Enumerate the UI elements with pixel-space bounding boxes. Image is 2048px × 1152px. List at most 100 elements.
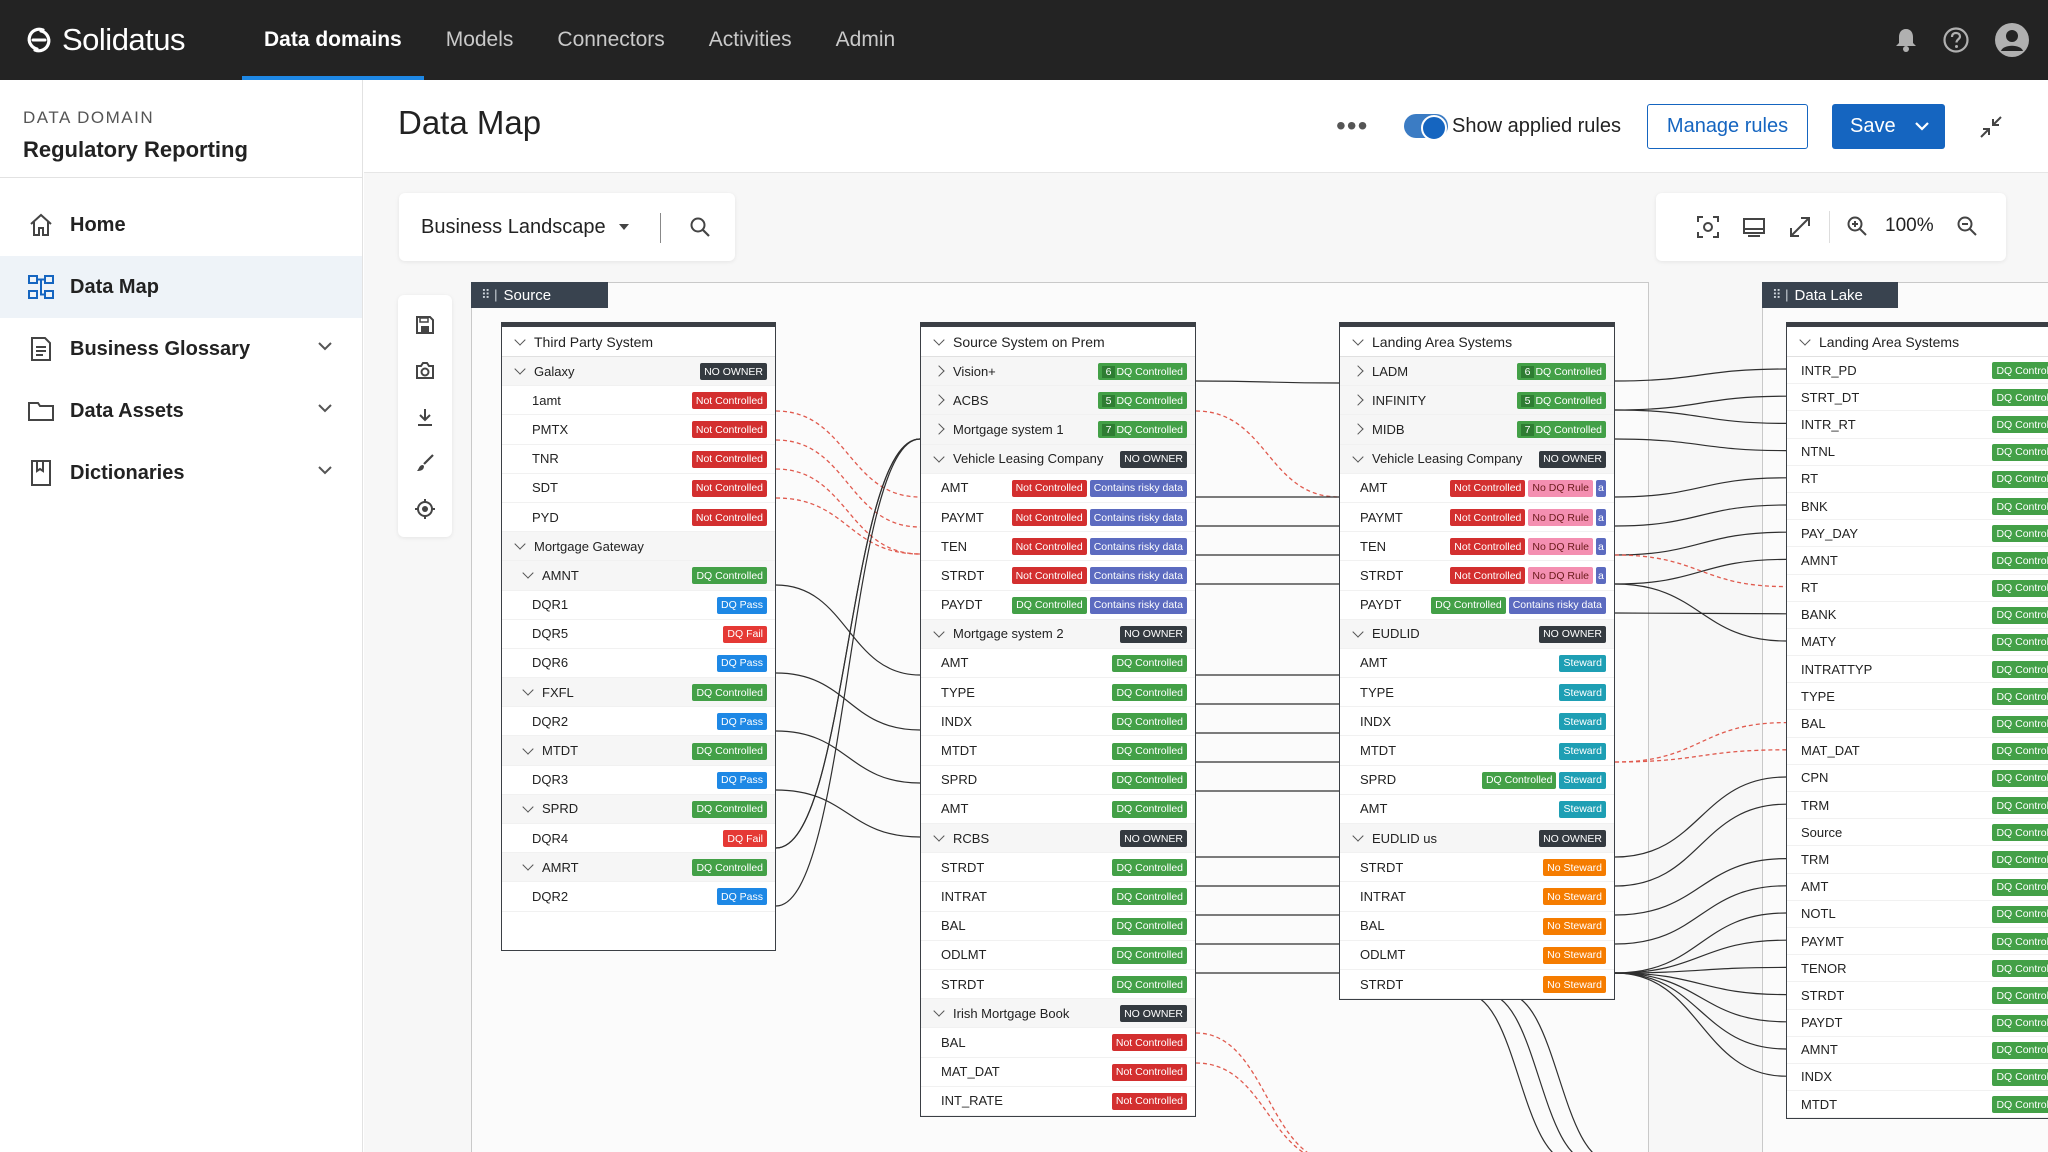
chevron-down-icon[interactable]: [933, 450, 945, 463]
chevron-down-icon[interactable]: [1913, 117, 1931, 135]
field-row[interactable]: BAL DQ Controlled: [921, 912, 1195, 941]
status-badge[interactable]: DQ Controlled: [1992, 824, 2048, 842]
field-row[interactable]: PYD Not Controlled: [502, 503, 775, 533]
status-badge[interactable]: DQ Controlled: [1112, 771, 1187, 789]
field-row[interactable]: INTRAT No Steward: [1340, 882, 1614, 912]
system-title[interactable]: Source System on Prem: [921, 327, 1195, 357]
status-badge[interactable]: DQ Controlled: [1992, 1014, 2048, 1032]
status-badge[interactable]: Not Controlled: [1011, 479, 1087, 497]
field-row[interactable]: SPRD DQ Controlled: [921, 766, 1195, 795]
status-badge[interactable]: Not Controlled: [1011, 538, 1087, 556]
status-badge[interactable]: DQ Controlled: [1992, 416, 2048, 434]
field-row[interactable]: AMT DQ Controlled: [921, 649, 1195, 679]
chevron-right-icon[interactable]: [1352, 394, 1364, 406]
status-badge[interactable]: DQ Controlled: [1992, 933, 2048, 951]
search-icon[interactable]: [689, 216, 711, 238]
chevron-right-icon[interactable]: [933, 365, 945, 377]
field-row[interactable]: DQR1 DQ Pass: [502, 591, 775, 620]
status-badge[interactable]: DQ Controlled: [1992, 443, 2048, 461]
nav-models[interactable]: Models: [445, 28, 514, 51]
sidebar-item-data-map[interactable]: Data Map: [0, 256, 362, 318]
nav-connectors[interactable]: Connectors: [557, 28, 665, 51]
drag-handle-icon[interactable]: ⠿ |: [481, 287, 498, 302]
chevron-down-icon[interactable]: [1352, 333, 1364, 346]
status-badge[interactable]: DQ Controlled: [692, 742, 767, 760]
field-row[interactable]: STRDT DQ Controlled: [921, 853, 1195, 883]
status-badge[interactable]: Contains risky data: [1089, 479, 1187, 497]
status-badge[interactable]: 6 DQ Controlled: [1097, 363, 1187, 381]
status-badge[interactable]: Contains risky data: [1089, 567, 1187, 585]
chevron-down-icon[interactable]: [1352, 830, 1364, 842]
field-row[interactable]: TRM DQ Controlled: [1787, 846, 2048, 874]
status-badge[interactable]: DQ Controlled: [1992, 633, 2048, 651]
status-badge[interactable]: DQ Controlled: [1112, 713, 1187, 731]
chevron-down-icon[interactable]: [514, 363, 526, 375]
lake-group-tag[interactable]: ⠿ | Data Lake: [1762, 282, 1898, 308]
sidebar-item-business-glossary[interactable]: Business Glossary: [0, 318, 362, 380]
show-rules-toggle[interactable]: [1404, 114, 1448, 141]
status-badge[interactable]: DQ Controlled: [1992, 797, 2048, 815]
app-logo[interactable]: Solidatus: [24, 22, 220, 58]
chevron-down-icon[interactable]: [514, 538, 526, 550]
sidebar-item-home[interactable]: Home: [0, 194, 362, 256]
chevron-right-icon[interactable]: [1352, 365, 1364, 377]
chevron-down-icon[interactable]: [933, 626, 945, 638]
group-row[interactable]: EUDLID NO OWNER: [1340, 619, 1614, 649]
status-badge[interactable]: DQ Controlled: [1112, 654, 1187, 672]
status-badge[interactable]: 5 DQ Controlled: [1097, 392, 1187, 410]
status-badge[interactable]: a: [1596, 479, 1606, 497]
help-icon[interactable]: [1942, 26, 1970, 54]
brush-icon[interactable]: [415, 453, 435, 473]
bell-icon[interactable]: [1894, 27, 1918, 53]
system-title[interactable]: Third Party System: [502, 327, 775, 357]
sidebar-item-data-assets[interactable]: Data Assets: [0, 380, 362, 442]
chevron-down-icon[interactable]: [522, 567, 534, 580]
field-row[interactable]: MAT_DAT Not Controlled: [921, 1058, 1195, 1087]
status-badge[interactable]: NO OWNER: [1539, 450, 1606, 468]
field-row[interactable]: DQR4 DQ Fail: [502, 824, 775, 854]
status-badge[interactable]: DQ Controlled: [1112, 684, 1187, 702]
status-badge[interactable]: DQ Controlled: [1992, 362, 2048, 380]
status-badge[interactable]: No Steward: [1543, 917, 1606, 935]
zoom-out-icon[interactable]: [1956, 215, 1978, 237]
field-row[interactable]: BAL DQ Controlled: [1787, 710, 2048, 738]
system-title[interactable]: Landing Area Systems: [1787, 327, 2048, 357]
system-lake[interactable]: Landing Area Systems INTR_PD DQ Controlled…: [1786, 322, 2048, 1120]
group-row[interactable]: AMNT DQ Controlled: [502, 561, 775, 591]
chevron-right-icon[interactable]: [1352, 423, 1364, 436]
field-row[interactable]: INDX Steward: [1340, 707, 1614, 737]
field-row[interactable]: TEN Not Controlled No DQ Rule a: [1340, 532, 1614, 562]
source-group-tag[interactable]: ⠿ | Source: [471, 282, 608, 308]
field-row[interactable]: BNK DQ Controlled: [1787, 493, 2048, 521]
status-badge[interactable]: Steward: [1559, 771, 1606, 789]
field-row[interactable]: BANK DQ Controlled: [1787, 602, 2048, 629]
field-row[interactable]: ODLMT DQ Controlled: [921, 941, 1195, 970]
status-badge[interactable]: DQ Controlled: [1992, 389, 2048, 407]
chevron-down-icon[interactable]: [522, 859, 534, 871]
landscape-selector[interactable]: Business Landscape: [399, 193, 735, 261]
field-row[interactable]: INT_RATE Not Controlled: [921, 1087, 1195, 1116]
status-badge[interactable]: DQ Controlled: [1992, 851, 2048, 869]
field-row[interactable]: Source DQ Controlled: [1787, 819, 2048, 847]
status-badge[interactable]: No DQ Rule: [1528, 479, 1593, 497]
status-badge[interactable]: DQ Controlled: [1112, 946, 1187, 964]
status-badge[interactable]: DQ Controlled: [1992, 552, 2048, 570]
field-row[interactable]: AMT Not Controlled No DQ Rule a: [1340, 474, 1614, 503]
target-icon[interactable]: [415, 499, 435, 519]
status-badge[interactable]: Contains risky data: [1089, 509, 1187, 527]
field-row[interactable]: INTRAT DQ Controlled: [921, 882, 1195, 912]
field-row[interactable]: RT DQ Controlled: [1787, 575, 2048, 602]
status-badge[interactable]: Not Controlled: [1450, 509, 1526, 527]
status-badge[interactable]: 5 DQ Controlled: [1516, 392, 1606, 410]
status-badge[interactable]: a: [1596, 509, 1606, 527]
field-row[interactable]: ODLMT No Steward: [1340, 941, 1614, 970]
fit-focus-icon[interactable]: [1696, 215, 1720, 239]
field-row[interactable]: INTR_PD DQ Controlled: [1787, 357, 2048, 385]
field-row[interactable]: BAL Not Controlled: [921, 1028, 1195, 1058]
status-badge[interactable]: DQ Controlled: [692, 859, 767, 877]
status-badge[interactable]: Contains risky data: [1508, 596, 1606, 614]
status-badge[interactable]: DQ Controlled: [1992, 470, 2048, 488]
status-badge[interactable]: Not Controlled: [1111, 1063, 1187, 1081]
status-badge[interactable]: NO OWNER: [1539, 830, 1606, 848]
field-row[interactable]: PAYMT Not Controlled No DQ Rule a: [1340, 503, 1614, 533]
